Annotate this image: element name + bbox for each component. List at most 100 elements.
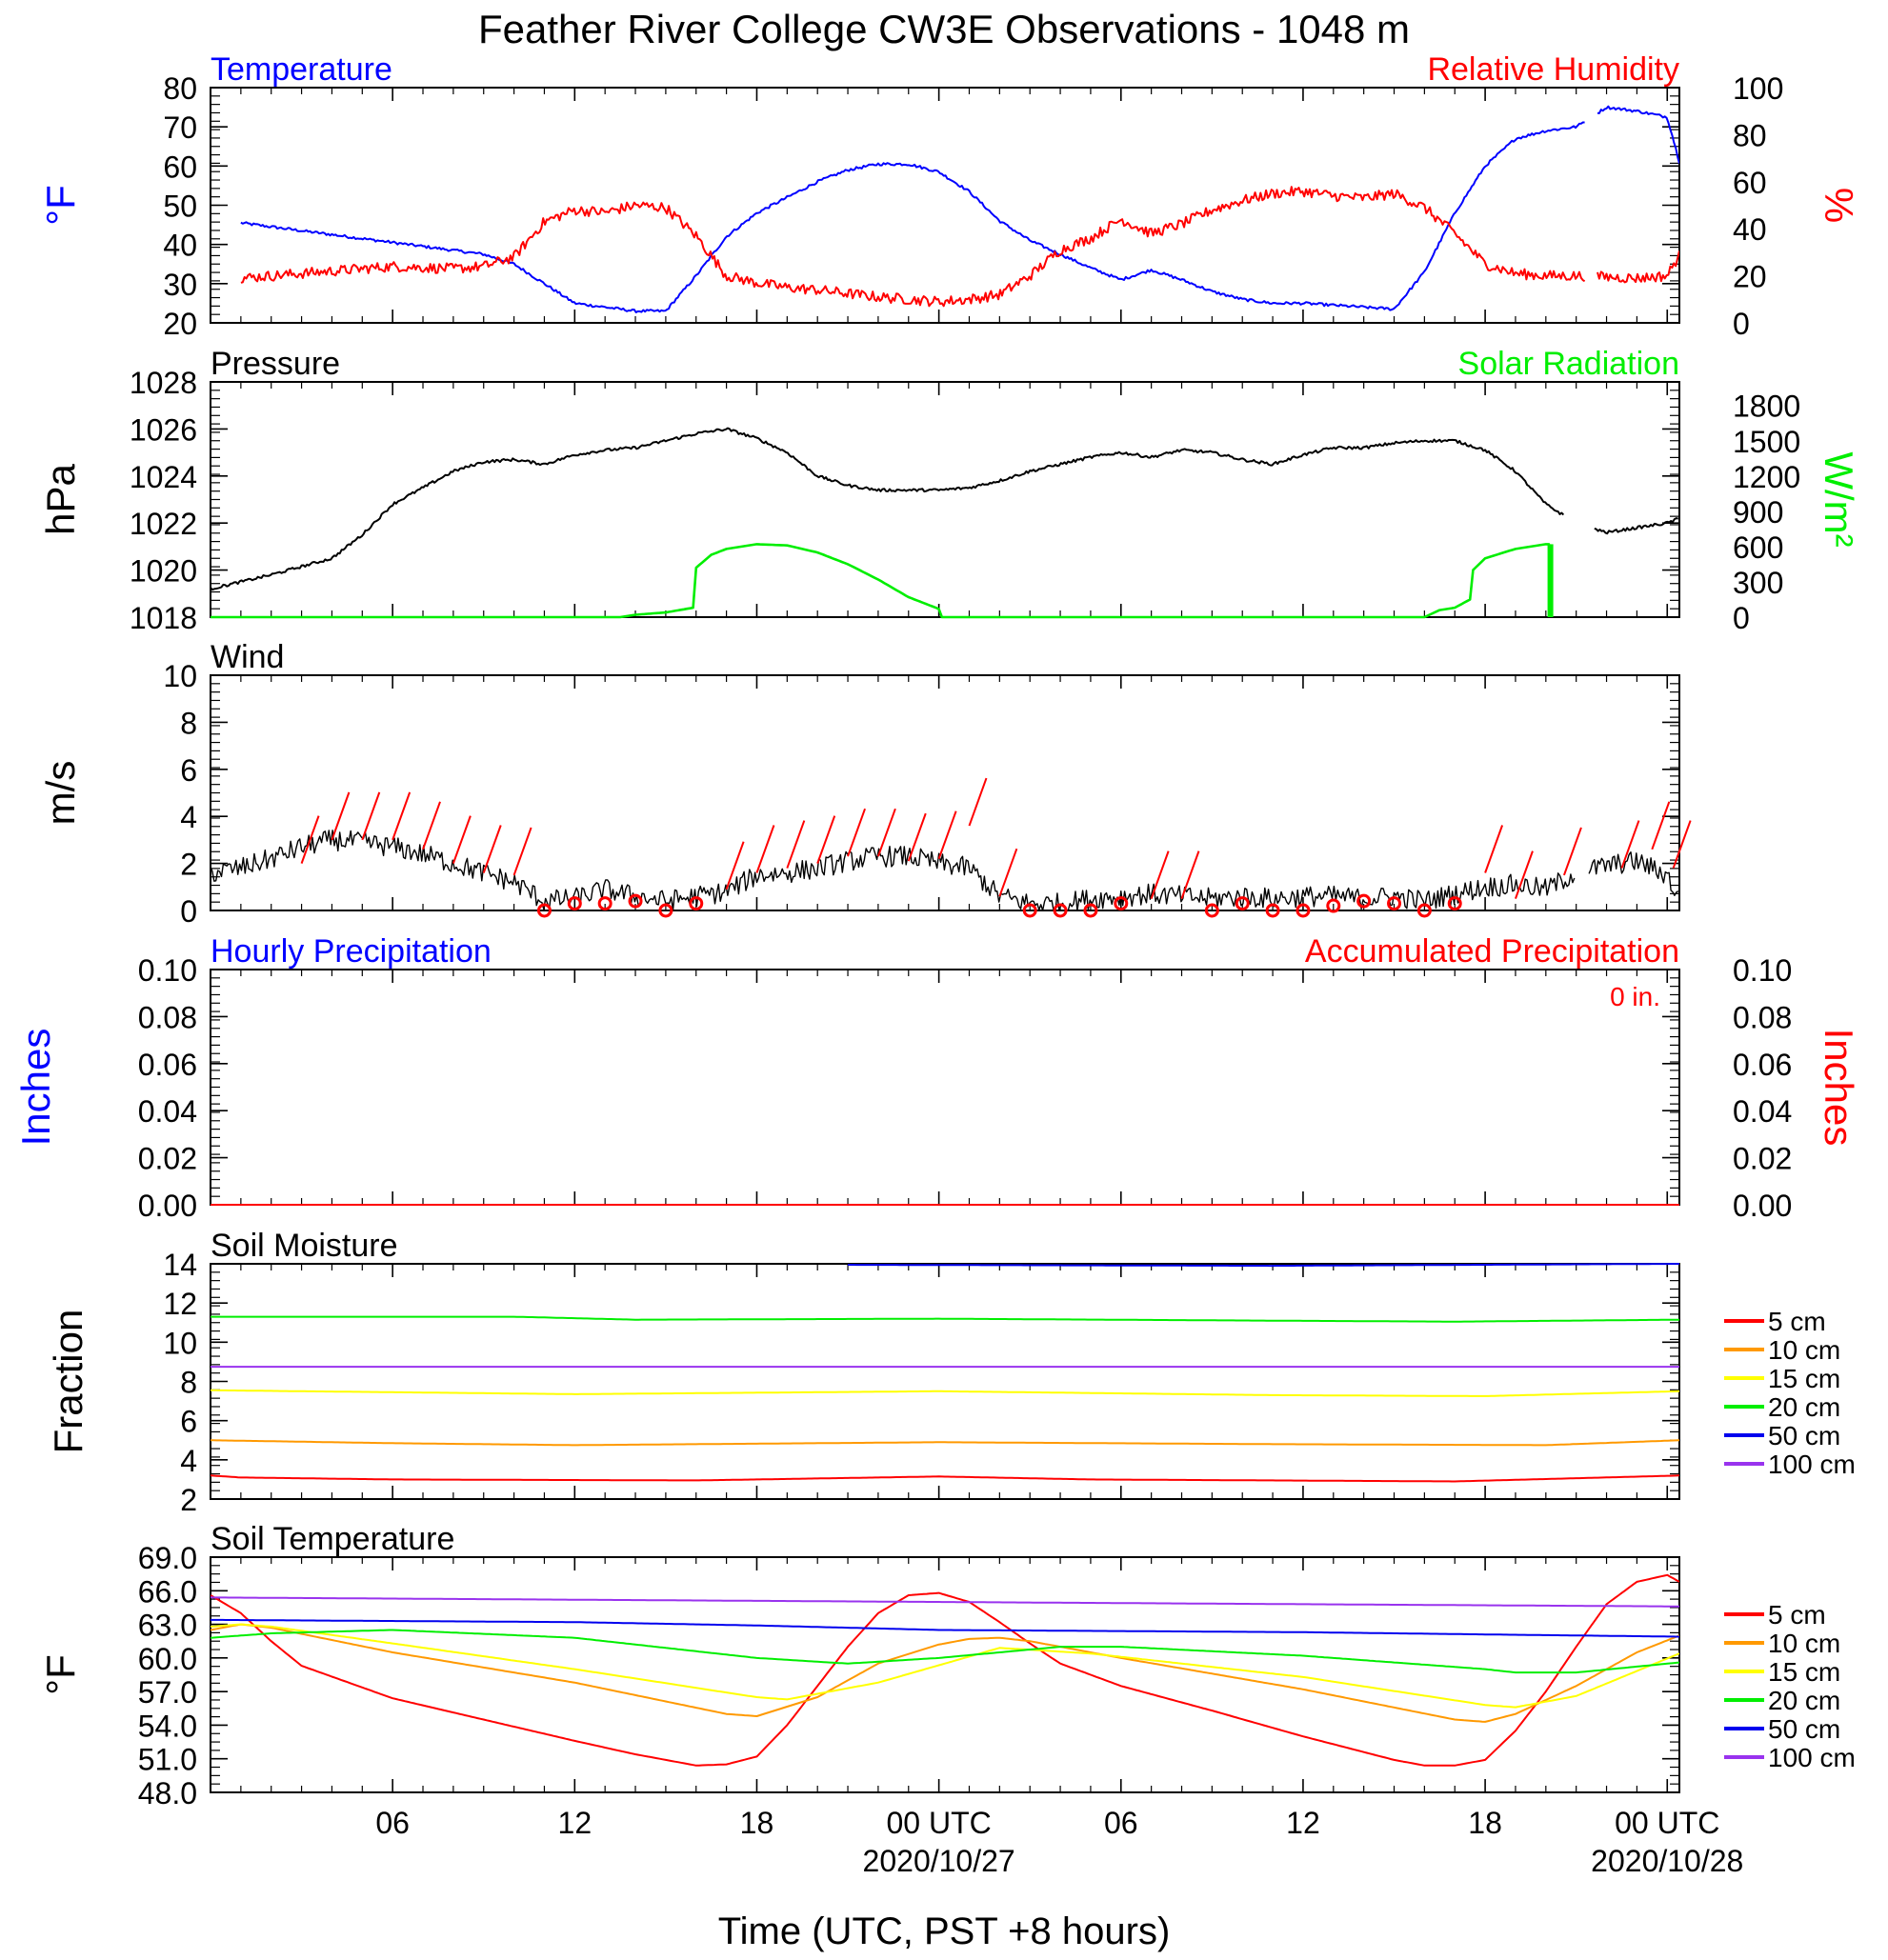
y-tick-label-left: 50 bbox=[163, 190, 197, 224]
legend-label: 15 cm bbox=[1768, 1364, 1840, 1393]
panel-title-left: Temperature bbox=[211, 51, 392, 88]
legend-label: 20 cm bbox=[1768, 1392, 1840, 1422]
calm-wind-marker bbox=[1083, 903, 1098, 918]
y-tick-label-left: 14 bbox=[163, 1248, 197, 1282]
calm-wind-marker bbox=[1265, 903, 1280, 918]
y-axis-label-right: % bbox=[1817, 188, 1861, 223]
series-group bbox=[211, 1573, 1679, 1767]
y-tick-label-left: 1028 bbox=[130, 366, 197, 400]
calm-wind-marker bbox=[597, 896, 613, 911]
x-tick-label: 06 bbox=[1104, 1806, 1138, 1840]
calm-wind-marker bbox=[1447, 896, 1462, 911]
legend-label: 10 cm bbox=[1768, 1629, 1840, 1658]
y-tick-label-right: 0.10 bbox=[1733, 953, 1792, 988]
y-tick-label-right: 1800 bbox=[1733, 390, 1800, 424]
wind-barb bbox=[876, 808, 896, 857]
wind-barb bbox=[392, 791, 412, 841]
y-tick-label-right: 1200 bbox=[1733, 460, 1800, 494]
y-tick-label-left: 0.02 bbox=[138, 1142, 197, 1176]
calm-wind-marker bbox=[1387, 896, 1402, 911]
y-tick-label-right: 600 bbox=[1733, 530, 1783, 565]
y-tick-label-right: 900 bbox=[1733, 495, 1783, 530]
panel-title-left: Pressure bbox=[211, 346, 340, 382]
calm-wind-marker bbox=[689, 896, 704, 911]
series-line-solar-radiation bbox=[211, 543, 1554, 619]
series-line-10-cm bbox=[211, 1623, 1679, 1723]
y-tick-label-left: 48.0 bbox=[138, 1776, 197, 1810]
legend-label: 100 cm bbox=[1768, 1743, 1856, 1772]
wind-barb bbox=[482, 825, 502, 873]
wind-barb bbox=[1180, 850, 1200, 899]
calm-wind-marker bbox=[1295, 903, 1311, 918]
calm-wind-marker bbox=[567, 896, 582, 911]
legend-label: 5 cm bbox=[1768, 1600, 1826, 1630]
y-axis-label-left: hPa bbox=[38, 463, 83, 534]
y-tick-label-left: 2 bbox=[180, 1483, 197, 1517]
y-tick-label-left: 8 bbox=[180, 1366, 197, 1400]
series-group bbox=[211, 1263, 1679, 1483]
calm-wind-marker bbox=[536, 903, 552, 918]
wind-barb bbox=[331, 791, 351, 841]
panel-wind: 10 8 6 4 2 0 Wind m/s bbox=[38, 639, 1692, 929]
x-tick-date-label: 2020/10/28 bbox=[1591, 1844, 1743, 1878]
y-tick-label-left: 4 bbox=[180, 1444, 197, 1478]
series-line-15-cm bbox=[211, 1623, 1679, 1709]
calm-wind-marker bbox=[1356, 893, 1372, 909]
y-tick-label-left: 30 bbox=[163, 268, 197, 302]
legend-label: 5 cm bbox=[1768, 1307, 1826, 1336]
x-tick-label: 00 UTC bbox=[1615, 1806, 1719, 1840]
y-axis-label-left: Inches bbox=[13, 1029, 58, 1147]
wind-barb bbox=[422, 801, 441, 850]
wind-barb bbox=[725, 841, 745, 890]
solar-radiation-spike bbox=[1547, 544, 1554, 617]
wind-barb bbox=[1620, 820, 1640, 869]
y-tick-label-left: 57.0 bbox=[138, 1675, 197, 1710]
wind-barb bbox=[816, 815, 836, 864]
y-tick-label-left: 1022 bbox=[130, 507, 197, 541]
wind-barb bbox=[1150, 850, 1170, 899]
panel-title-right: Accumulated Precipitation bbox=[1305, 933, 1679, 970]
y-axis-label-left: Fraction bbox=[46, 1310, 90, 1454]
panel-title-left: Soil Moisture bbox=[211, 1228, 398, 1264]
series-line-50-cm bbox=[848, 1263, 1679, 1268]
y-tick-label-left: 63.0 bbox=[138, 1609, 197, 1643]
y-tick-label-right: 60 bbox=[1733, 166, 1767, 200]
panel-temperature-humidity: 80 70 60 50 40 30 20 100 80 60 40 20 0 Temperature Rel… bbox=[38, 51, 1861, 341]
y-tick-label-left: 10 bbox=[163, 1326, 197, 1360]
y-tick-label-left: 80 bbox=[163, 71, 197, 106]
series-line-20-cm bbox=[211, 1629, 1679, 1674]
wind-barb bbox=[907, 812, 927, 862]
panel-title-right: Solar Radiation bbox=[1458, 346, 1679, 382]
wind-barb bbox=[1651, 801, 1671, 850]
y-tick-label-right: 0 bbox=[1733, 307, 1750, 341]
series-line-10-cm bbox=[211, 1439, 1679, 1447]
y-tick-label-left: 1024 bbox=[130, 460, 197, 494]
calm-wind-marker bbox=[1326, 898, 1341, 913]
plot-frame bbox=[210, 969, 1680, 1206]
wind-barb bbox=[1672, 820, 1692, 869]
plot-frame bbox=[210, 1263, 1680, 1500]
series-line-temperature bbox=[240, 105, 1679, 313]
y-tick-label-right: 0 bbox=[1733, 601, 1750, 635]
plot-frame bbox=[210, 87, 1680, 324]
calm-wind-marker bbox=[1053, 903, 1068, 918]
y-tick-label-right: 80 bbox=[1733, 118, 1767, 152]
panel-title-left: Hourly Precipitation bbox=[211, 933, 492, 970]
y-tick-label-left: 6 bbox=[180, 753, 197, 788]
y-tick-label-left: 0.08 bbox=[138, 1000, 197, 1034]
series-line-pressure bbox=[211, 427, 1679, 591]
y-tick-label-left: 0.04 bbox=[138, 1094, 197, 1129]
y-tick-label-left: 70 bbox=[163, 110, 197, 145]
y-tick-label-right: 300 bbox=[1733, 566, 1783, 600]
y-tick-label-left: 2 bbox=[180, 848, 197, 882]
y-axis-label-left: m/s bbox=[38, 761, 83, 826]
panel-precipitation: 0.10 0.08 0.06 0.04 0.02 0.00 0.10 0.08 0.06 0.04… bbox=[13, 933, 1861, 1223]
y-tick-label-right: 1500 bbox=[1733, 425, 1800, 459]
y-tick-label-right: 0.02 bbox=[1733, 1142, 1792, 1176]
legend-label: 100 cm bbox=[1768, 1450, 1856, 1479]
y-axis-label-left: °F bbox=[38, 185, 83, 225]
plot-frame bbox=[210, 1556, 1680, 1793]
